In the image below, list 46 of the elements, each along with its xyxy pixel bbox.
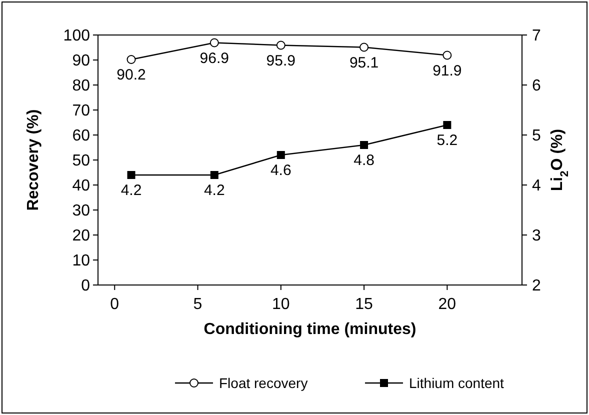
- x-tick-label: 15: [355, 296, 374, 313]
- data-label: 95.1: [349, 54, 379, 72]
- y2-tick-label: 4: [532, 178, 541, 195]
- point: [276, 151, 285, 159]
- x-axis-title: Conditioning time (minutes): [204, 321, 416, 338]
- y-tick-label: 50: [72, 152, 90, 170]
- legend-label: Float recovery: [219, 374, 308, 391]
- data-label: 90.2: [116, 66, 146, 84]
- point: [126, 55, 136, 64]
- data-label: 91.9: [432, 62, 462, 80]
- point: [360, 42, 369, 52]
- y-tick-label: 10: [72, 252, 90, 270]
- y-tick-label: 80: [72, 78, 90, 95]
- point: [127, 171, 136, 179]
- data-label: 4.2: [204, 182, 225, 199]
- data-label: 5.2: [436, 132, 458, 149]
- point: [442, 50, 452, 60]
- point: [210, 171, 218, 179]
- data-label: 4.6: [270, 162, 292, 179]
- x-tick-label: 0: [110, 296, 120, 313]
- y-tick-label: 60: [72, 128, 90, 145]
- point: [443, 121, 452, 129]
- data-label: 4.2: [120, 182, 142, 199]
- y-tick-label: 0: [81, 278, 90, 295]
- y2-tick-label: 3: [532, 228, 541, 245]
- y2-tick-label: 6: [532, 78, 541, 95]
- data-label: 96.9: [200, 50, 229, 67]
- y-tick-label: 30: [72, 202, 90, 220]
- y2-tick-label: 5: [532, 128, 541, 145]
- x-tick-label: 10: [272, 296, 290, 313]
- legend-label: Lithium content: [409, 374, 504, 391]
- y-axis-title: Recovery (%): [25, 109, 42, 211]
- y-tick-label: 40: [72, 178, 90, 195]
- y-tick-label: 90: [72, 52, 90, 70]
- y2-tick-label: 2: [532, 278, 541, 295]
- y-tick-label: 100: [63, 28, 90, 45]
- data-label: 95.9: [266, 52, 296, 70]
- x-tick-label: 5: [193, 296, 202, 313]
- point: [210, 38, 219, 48]
- point: [276, 40, 286, 50]
- y-tick-label: 70: [72, 102, 90, 120]
- y-tick-label: 20: [72, 228, 90, 245]
- point: [360, 141, 368, 149]
- x-tick-label: 20: [438, 296, 456, 313]
- data-label: 4.8: [354, 152, 374, 169]
- y2-tick-label: 7: [532, 28, 541, 45]
